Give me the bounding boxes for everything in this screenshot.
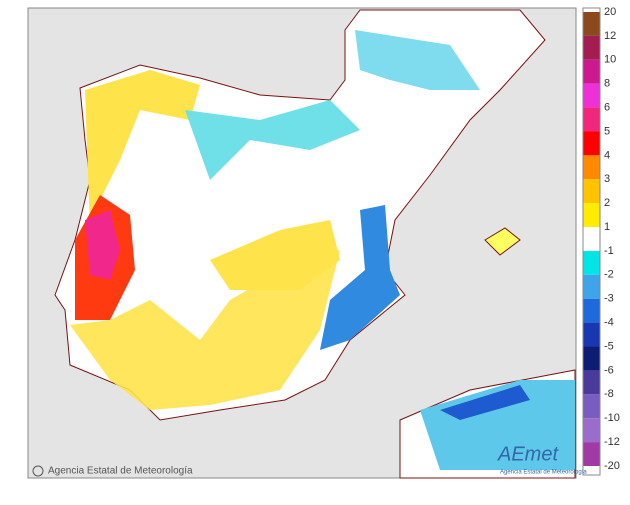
colorbar-box <box>583 179 600 204</box>
colorbar-label: 8 <box>604 78 610 90</box>
credit: Agencia Estatal de Meteorología <box>48 466 193 477</box>
colorbar-label: 5 <box>604 125 610 137</box>
warm-anomaly <box>210 220 340 290</box>
colorbar-box <box>583 59 600 84</box>
colorbar-box <box>583 107 600 132</box>
logo: AEmet <box>497 443 559 465</box>
colorbar-label: 2 <box>604 197 610 209</box>
colorbar-label: -5 <box>604 340 614 352</box>
colorbar-box <box>583 346 600 371</box>
colorbar-box <box>583 155 600 180</box>
colorbar-label: 20 <box>604 6 616 18</box>
colorbar-label: -3 <box>604 293 614 305</box>
copyright-icon <box>32 465 44 477</box>
cold-anomaly <box>185 100 360 180</box>
colorbar-label: -2 <box>604 269 614 281</box>
colorbar-box <box>583 227 600 251</box>
cold-anomaly <box>355 30 480 90</box>
colorbar-box <box>583 35 600 60</box>
colorbar-box <box>583 370 600 395</box>
colorbar-box <box>583 442 600 466</box>
colorbar-label: -8 <box>604 388 614 400</box>
colorbar: 20 12 10 8 6 5 4 3 2 1 -1 -2 -3 -4 -5 -6 -8 -10 -12 -20 <box>582 6 620 476</box>
colorbar-label: 10 <box>604 54 616 66</box>
colorbar-label: -10 <box>604 412 620 424</box>
colorbar-box <box>583 83 600 108</box>
colorbar-label: -6 <box>604 364 614 376</box>
logo-subtitle: Agencia Estatal de Meteorología <box>500 470 587 476</box>
colorbar-label: -12 <box>604 436 620 448</box>
colorbar-box <box>583 322 600 347</box>
cold-anomaly <box>320 205 400 350</box>
colorbar-label: 12 <box>604 30 616 42</box>
colorbar-label: 3 <box>604 173 610 185</box>
colorbar-box <box>583 250 600 275</box>
warm-anomaly <box>85 70 200 230</box>
colorbar-box <box>583 131 600 156</box>
colorbar-box <box>583 394 600 419</box>
colorbar-label: -1 <box>604 245 614 257</box>
balearic <box>484 227 521 256</box>
colorbar-label: -4 <box>604 317 614 329</box>
colorbar-box <box>583 203 600 228</box>
colorbar-label: 6 <box>604 101 610 113</box>
colorbar-label: -20 <box>604 460 620 472</box>
warm-anomaly <box>85 210 120 280</box>
colorbar-box <box>583 12 600 36</box>
colorbar-box <box>583 274 600 299</box>
cold-anomaly <box>420 380 575 470</box>
colorbar-label: 4 <box>604 149 610 161</box>
colorbar-box <box>583 418 600 443</box>
colorbar-box <box>583 298 600 323</box>
colorbar-border <box>582 7 601 476</box>
colorbar-label: 1 <box>604 221 610 233</box>
map-layer <box>54 9 576 479</box>
cold-anomaly <box>440 385 530 420</box>
